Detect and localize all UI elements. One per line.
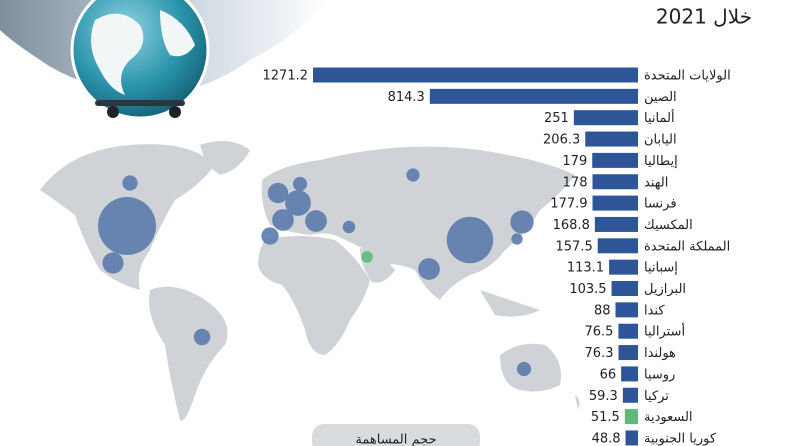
category-label: إيطاليا	[644, 154, 678, 169]
bubble	[342, 220, 356, 234]
bar	[611, 281, 638, 296]
bubble	[361, 251, 373, 263]
chart-title: خلال 2021	[656, 5, 752, 29]
bubble	[267, 182, 289, 204]
bar	[618, 323, 638, 339]
category-label: هولندا	[644, 346, 676, 361]
category-label: الصين	[644, 90, 677, 105]
bar	[622, 387, 638, 403]
legend-title: حجم المساهمة	[355, 433, 436, 446]
bar	[618, 345, 638, 361]
value-label: 59.3	[589, 389, 618, 404]
bar	[429, 88, 638, 104]
bar	[592, 152, 638, 168]
bar	[594, 216, 638, 232]
category-label: الهند	[644, 175, 668, 190]
bubble	[406, 168, 420, 182]
bubble	[446, 216, 494, 264]
value-label: 1271.2	[263, 69, 309, 84]
category-label: البرازيل	[644, 282, 686, 297]
value-label: 178	[563, 175, 588, 190]
world-map	[40, 141, 580, 421]
bubble	[98, 197, 156, 255]
bar	[592, 195, 638, 211]
bar	[597, 238, 638, 254]
bar	[609, 259, 638, 275]
bubble	[292, 176, 308, 192]
bubble	[516, 361, 532, 377]
category-label: إسبانيا	[644, 261, 678, 276]
category-label: أستراليا	[644, 323, 685, 340]
value-label: 66	[600, 367, 617, 382]
value-label: 51.5	[591, 410, 620, 425]
value-label: 251	[544, 111, 569, 126]
value-label: 157.5	[556, 239, 593, 254]
category-label: كندا	[644, 303, 665, 318]
bar	[615, 302, 638, 318]
bar	[625, 430, 638, 446]
bar	[585, 131, 638, 147]
bar	[313, 67, 638, 83]
bubble	[193, 328, 211, 346]
bubble	[261, 227, 279, 245]
category-label: الولايات المتحدة	[644, 69, 731, 84]
value-label: 103.5	[569, 282, 606, 297]
value-label: 76.5	[584, 325, 613, 340]
bubble	[272, 209, 294, 231]
legend-box	[312, 424, 480, 446]
category-label: ألمانيا	[644, 109, 675, 126]
value-label: 206.3	[543, 133, 580, 148]
globe	[70, 0, 210, 120]
category-label: فرنسا	[644, 197, 677, 212]
category-label: اليابان	[644, 133, 677, 148]
value-label: 177.9	[550, 197, 587, 212]
bar	[624, 409, 638, 425]
value-label: 48.8	[592, 431, 621, 446]
category-label: روسيا	[644, 367, 675, 382]
value-label: 814.3	[388, 90, 425, 105]
category-label: تركيا	[644, 389, 669, 404]
bubble	[305, 210, 327, 232]
value-label: 88	[594, 303, 611, 318]
bubble	[122, 175, 138, 191]
bubble	[510, 210, 534, 234]
value-label: 179	[562, 154, 587, 169]
category-label: المملكة المتحدة	[644, 239, 730, 254]
value-label: 168.8	[553, 218, 590, 233]
value-label: 76.3	[585, 346, 614, 361]
bubble	[285, 190, 311, 216]
bar	[621, 366, 638, 382]
bubble	[102, 252, 124, 274]
category-label: المكسيك	[644, 218, 693, 233]
bubble	[418, 258, 440, 280]
bar	[573, 110, 638, 126]
value-label: 113.1	[567, 261, 604, 276]
bubble	[511, 233, 523, 245]
legend: حجم المساهمة	[312, 424, 480, 446]
bar	[592, 174, 638, 190]
category-label: السعودية	[644, 410, 693, 425]
category-label: كوريا الجنوبية	[644, 431, 717, 446]
